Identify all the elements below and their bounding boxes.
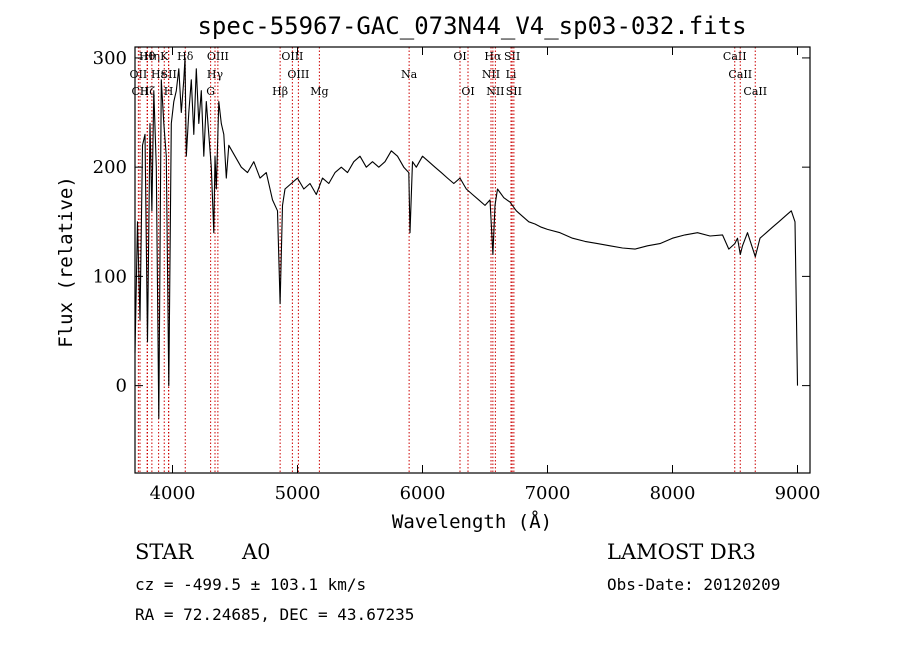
redshift-velocity: cz = -499.5 ± 103.1 km/s: [135, 575, 367, 594]
x-tick-label-5: 9000: [775, 483, 821, 504]
y-tick-label-2: 200: [93, 157, 127, 178]
spectrum-line: [134, 57, 799, 419]
line-marker-label-5: Hζ: [140, 85, 156, 98]
x-tick-label-4: 8000: [650, 483, 696, 504]
line-marker-label-28: CaII: [743, 85, 767, 98]
line-marker-label-26: CaII: [723, 50, 747, 63]
line-marker-label-4: Hε: [151, 68, 167, 81]
line-marker-label-16: Mg: [310, 85, 328, 98]
line-marker-label-8: H: [164, 85, 174, 98]
line-marker-label-18: OI: [453, 50, 466, 63]
line-marker-label-9: Hδ: [177, 50, 194, 63]
line-marker-label-14: OIII: [281, 50, 303, 63]
ticks-layer: 4000 5000 6000 7000 8000 9000 0 100 200 300: [93, 47, 821, 504]
line-marker-label-12: G: [206, 85, 215, 98]
plot-frame: [134, 46, 811, 474]
line-marker-label-13: Hβ: [272, 85, 288, 98]
y-tick-label-3: 300: [93, 48, 127, 69]
line-marker-label-10: OIII: [207, 50, 229, 63]
line-marker-label-2: CII: [131, 85, 148, 98]
line-marker-label-22: NII: [486, 85, 504, 98]
line-marker-label-7: SII: [161, 68, 177, 81]
line-marker-label-11: Hγ: [207, 68, 224, 81]
line-marker-label-27: CaII: [728, 68, 752, 81]
object-subclass: A0: [242, 540, 271, 564]
line-marker-label-25: SII: [506, 85, 522, 98]
sky-coordinates: RA = 72.24685, DEC = 43.67235: [135, 605, 415, 624]
line-marker-label-19: OI: [461, 85, 474, 98]
x-tick-label-1: 5000: [275, 483, 321, 504]
line-marker-label-24: Li: [506, 68, 517, 81]
y-axis-label: Flux (relative): [55, 176, 77, 348]
y-tick-label-1: 100: [93, 266, 127, 287]
line-marker-label-3: Hη: [144, 50, 160, 63]
line-marker-label-15: OIII: [287, 68, 309, 81]
line-marker-label-20: Hα: [484, 50, 502, 63]
x-tick-label-3: 7000: [525, 483, 571, 504]
chart-title: spec-55967-GAC_073N44_V4_sp03-032.fits: [197, 12, 746, 40]
line-marker-label-23: SII: [504, 50, 520, 63]
spectrum-layer: [134, 57, 799, 419]
line-marker-label-1: OII: [130, 68, 148, 81]
x-tick-label-2: 6000: [400, 483, 446, 504]
observation-date: Obs-Date: 20120209: [607, 575, 781, 594]
y-tick-label-0: 0: [116, 376, 127, 397]
line-marker-label-21: NII: [482, 68, 500, 81]
line-marker-label-17: Na: [401, 68, 418, 81]
x-tick-label-0: 4000: [150, 483, 196, 504]
line-marker-label-6: K: [160, 50, 169, 63]
object-class: STAR: [135, 540, 194, 564]
x-axis-label: Wavelength (Å): [392, 510, 552, 533]
survey-name: LAMOST DR3: [607, 540, 756, 564]
line-marker-label-0: Hθ: [139, 50, 156, 63]
